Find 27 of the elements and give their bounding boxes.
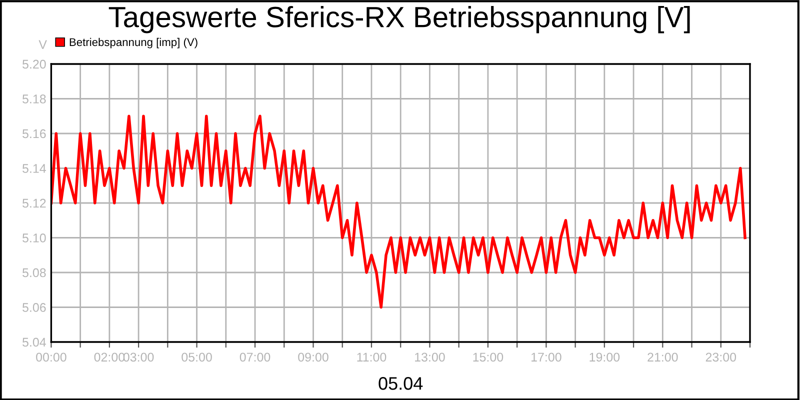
x-tick-label: 23:00 (706, 352, 736, 362)
x-tick-label: 02:00 (94, 352, 125, 362)
y-tick-label: 5.20 (22, 60, 46, 69)
x-tick-label: 05:00 (182, 352, 212, 362)
x-tick-label: 07:00 (240, 352, 270, 362)
x-tick-label: 21:00 (648, 352, 678, 362)
x-tick-label: 15:00 (473, 352, 504, 362)
x-tick-label: 03:00 (123, 352, 154, 362)
x-tick-label: 19:00 (590, 352, 620, 362)
x-tick-label: 09:00 (298, 352, 328, 362)
y-tick-label: 5.10 (22, 234, 46, 242)
y-tick-label: 5.18 (22, 94, 46, 104)
y-tick-label: 5.08 (22, 268, 46, 278)
y-tick-label: 5.04 (22, 338, 46, 347)
line-series (51, 114, 746, 309)
x-tick-label: 13:00 (415, 352, 445, 362)
x-axis-title: 05.04 (378, 377, 423, 390)
x-tick-label: 11:00 (357, 352, 386, 362)
y-tick-label: 5.12 (22, 198, 46, 208)
y-tick-label: 5.14 (22, 164, 46, 173)
x-tick-label: 00:00 (36, 352, 66, 362)
y-tick-label: 5.16 (22, 129, 46, 138)
legend-label: Betriebspannung [imp] (V) (70, 38, 198, 48)
x-tick-label: 17:00 (532, 352, 562, 362)
y-tick-label: 5.06 (22, 303, 46, 312)
y-axis-title: V (38, 40, 47, 49)
chart-title: Tageswerte Sferics-RX Betriebsspannung [V] (108, 6, 690, 34)
